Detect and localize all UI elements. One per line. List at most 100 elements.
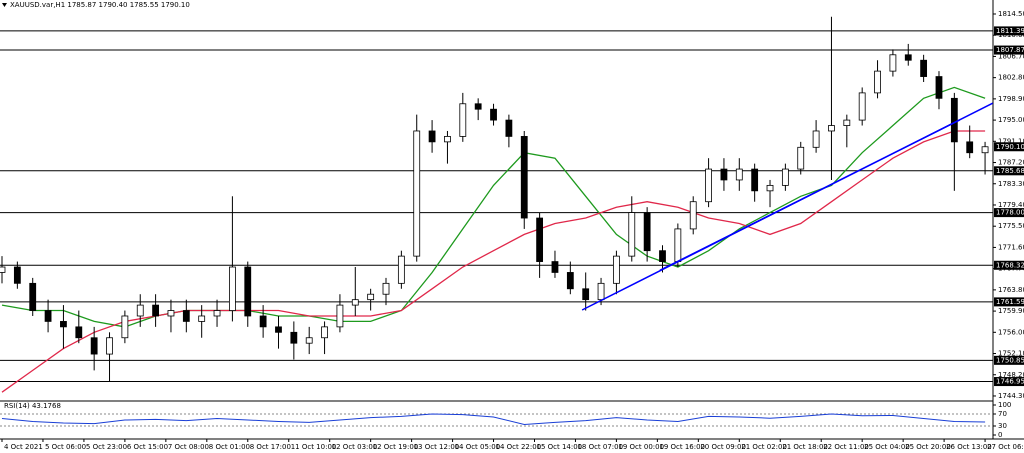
candle-body [44,310,52,322]
x-tick-label: 7 Oct 08:00 [168,443,209,451]
y-tick-label: 1763.80 [998,286,1024,294]
level-label: 1807.87 [996,46,1024,54]
y-tick-label: 1783.30 [998,180,1024,188]
level-label-box [994,377,1024,387]
x-tick-label: 27 Oct 06:00 [987,443,1024,451]
x-tick-label: 18 Oct 07:00 [577,443,623,451]
y-tick-label: 1756.00 [998,328,1024,336]
level-label: 1750.85 [996,356,1024,364]
level-label: 1811.39 [996,27,1024,35]
y-tick-label: 1795.00 [998,116,1024,124]
current-price-box [994,142,1024,152]
candle-body [152,304,160,317]
candle-body [367,293,375,301]
y-tick-label: 1775.50 [998,222,1024,230]
candle-body [106,337,113,355]
candle-body [536,217,544,262]
y-tick-label: 1744.30 [998,392,1024,400]
candle-body [597,282,605,301]
candle-body [659,250,666,262]
y-tick-label: 1779.40 [998,201,1024,209]
candle-body [490,108,497,121]
candle-body [904,54,912,61]
candle-body [290,331,298,344]
candle-body [244,266,252,317]
level-label-box [994,166,1024,176]
candle-body [874,70,881,94]
x-tick-label: 19 Oct 00:00 [618,443,664,451]
candle-body [828,125,835,132]
candle-body [889,54,897,72]
rsi-tick-label: 70 [998,410,1007,418]
candle-body [182,310,190,322]
x-tick-label: 12 Oct 19:00 [373,443,419,451]
y-tick-label: 1806.70 [998,52,1024,60]
candle-body [935,76,943,99]
candle-body [229,266,236,311]
candle-body [551,261,559,273]
x-tick-label: 20 Oct 09:00 [700,443,746,451]
candle-body [167,310,175,317]
candle-body [812,130,820,148]
y-tick-label: 1771.60 [998,243,1024,251]
level-label: 1778.00 [996,209,1024,217]
candle-body [735,168,743,181]
x-tick-label: 14 Oct 22:00 [496,443,542,451]
candle-body [613,255,620,284]
candle-body [843,119,851,126]
x-tick-label: 21 Oct 02:00 [741,443,787,451]
candle-body [321,326,328,339]
candle-body [382,282,390,295]
candle-body [305,337,313,344]
level-label-box [994,355,1024,365]
x-tick-label: 8 Oct 17:00 [250,443,291,451]
x-tick-label: 15 Oct 14:00 [536,443,582,451]
x-tick-label: 11 Oct 10:00 [291,443,337,451]
level-label: 1768.32 [996,261,1024,269]
y-tick-label: 1748.20 [998,371,1024,379]
candle-body [582,288,590,301]
level-label: 1785.68 [996,167,1024,175]
x-tick-label: 22 Oct 11:00 [823,443,869,451]
candle-body [275,326,282,333]
x-tick-label: 6 Oct 15:00 [127,443,168,451]
y-tick-label: 1802.80 [998,74,1024,82]
level-label-box [994,260,1024,270]
candle-body [75,326,83,339]
candle-body [674,228,682,262]
rsi-tick-label: 0 [998,431,1002,439]
candle-body [766,184,774,192]
candle-body [136,304,144,317]
candle-body [720,168,728,181]
trendline [659,119,960,271]
candle-body [751,168,759,192]
candle-body [505,119,513,137]
candle-body [198,315,206,322]
candle-body [336,304,344,328]
rsi-tick-label: 100 [998,401,1011,409]
x-tick-label: 5 Oct 23:00 [86,443,127,451]
level-label-box [994,45,1024,55]
candle-body [474,103,482,110]
candle-body [520,136,528,219]
x-tick-label: 4 Oct 2021 [4,443,43,451]
y-tick-label: 1787.20 [998,159,1024,167]
candle-body [643,212,651,252]
candle-body [628,212,636,257]
candle-body [397,255,405,284]
x-tick-label: 25 Oct 20:00 [905,443,951,451]
title-arrow [2,3,7,7]
x-tick-label: 13 Oct 12:00 [414,443,460,451]
candle-body [13,266,21,284]
level-label: 1761.59 [996,298,1024,306]
rsi-line [1,413,986,426]
y-tick-label: 1791.10 [998,137,1024,145]
y-tick-label: 1759.90 [998,307,1024,315]
candle-body [689,201,697,230]
x-tick-label: 8 Oct 01:00 [209,443,250,451]
candle-body [121,315,129,339]
candle-body [351,299,359,306]
level-label-box [994,297,1024,307]
